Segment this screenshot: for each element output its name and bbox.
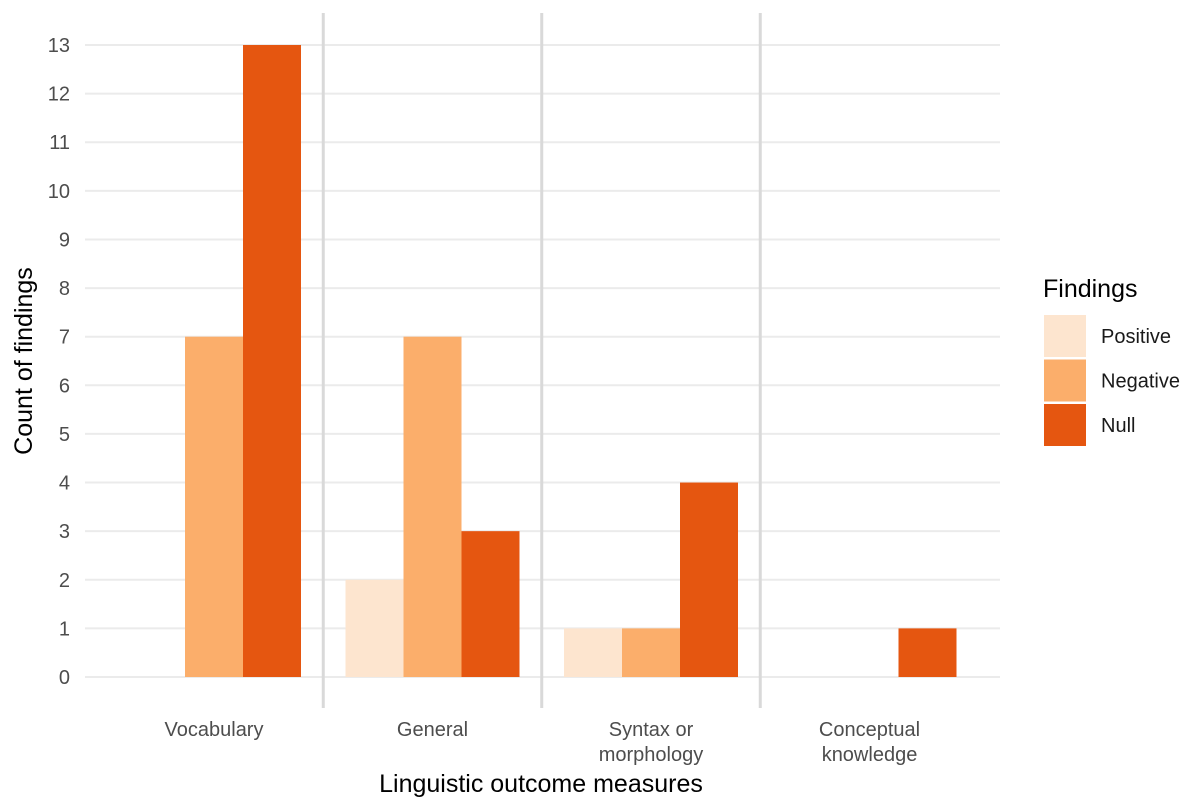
bar-positive-2 bbox=[564, 628, 622, 677]
legend-title: Findings bbox=[1043, 275, 1138, 303]
x-tick-label: Vocabulary bbox=[165, 719, 264, 741]
legend-key-positive bbox=[1044, 315, 1086, 357]
bar-null-0 bbox=[243, 45, 301, 677]
legend-label-positive: Positive bbox=[1101, 326, 1171, 348]
x-tick-label: knowledge bbox=[822, 744, 918, 766]
y-tick-label: 0 bbox=[59, 667, 70, 689]
bar-negative-0 bbox=[185, 336, 243, 677]
y-tick-label: 12 bbox=[48, 84, 70, 106]
x-axis-title: Linguistic outcome measures bbox=[379, 770, 703, 798]
x-tick-label: Conceptual bbox=[819, 719, 920, 741]
y-tick-label: 13 bbox=[48, 35, 70, 57]
bar-null-2 bbox=[680, 482, 738, 677]
y-tick-label: 6 bbox=[59, 375, 70, 397]
legend-label-negative: Negative bbox=[1101, 371, 1180, 393]
legend-key-negative bbox=[1044, 359, 1086, 402]
x-tick-label: Syntax or bbox=[609, 719, 694, 741]
y-tick-label: 1 bbox=[59, 618, 70, 640]
legend: Findings Positive Negative Null bbox=[1043, 275, 1180, 446]
bar-positive-1 bbox=[345, 579, 404, 677]
y-tick-label: 9 bbox=[59, 229, 70, 251]
bar-negative-2 bbox=[622, 628, 680, 677]
y-tick-label: 4 bbox=[59, 473, 70, 495]
category-separators bbox=[321, 13, 762, 708]
bar-null-1 bbox=[461, 531, 520, 677]
x-tick-labels: Vocabulary General Syntax or morphology Conc… bbox=[165, 719, 921, 766]
legend-label-null: Null bbox=[1101, 415, 1135, 437]
x-tick-label: morphology bbox=[599, 744, 704, 766]
y-tick-label: 10 bbox=[48, 181, 70, 203]
bars bbox=[185, 45, 957, 677]
y-tick-label: 2 bbox=[59, 570, 70, 592]
y-tick-label: 11 bbox=[49, 132, 70, 154]
y-tick-label: 3 bbox=[59, 521, 70, 543]
y-axis-title: Count of findings bbox=[10, 267, 38, 455]
bar-null-3 bbox=[898, 628, 957, 677]
y-tick-label: 7 bbox=[59, 327, 70, 349]
y-tick-label: 5 bbox=[59, 424, 70, 446]
x-tick-label: General bbox=[397, 719, 468, 741]
y-tick-label: 8 bbox=[59, 278, 70, 300]
bar-negative-1 bbox=[403, 336, 462, 677]
legend-key-null bbox=[1044, 404, 1086, 446]
